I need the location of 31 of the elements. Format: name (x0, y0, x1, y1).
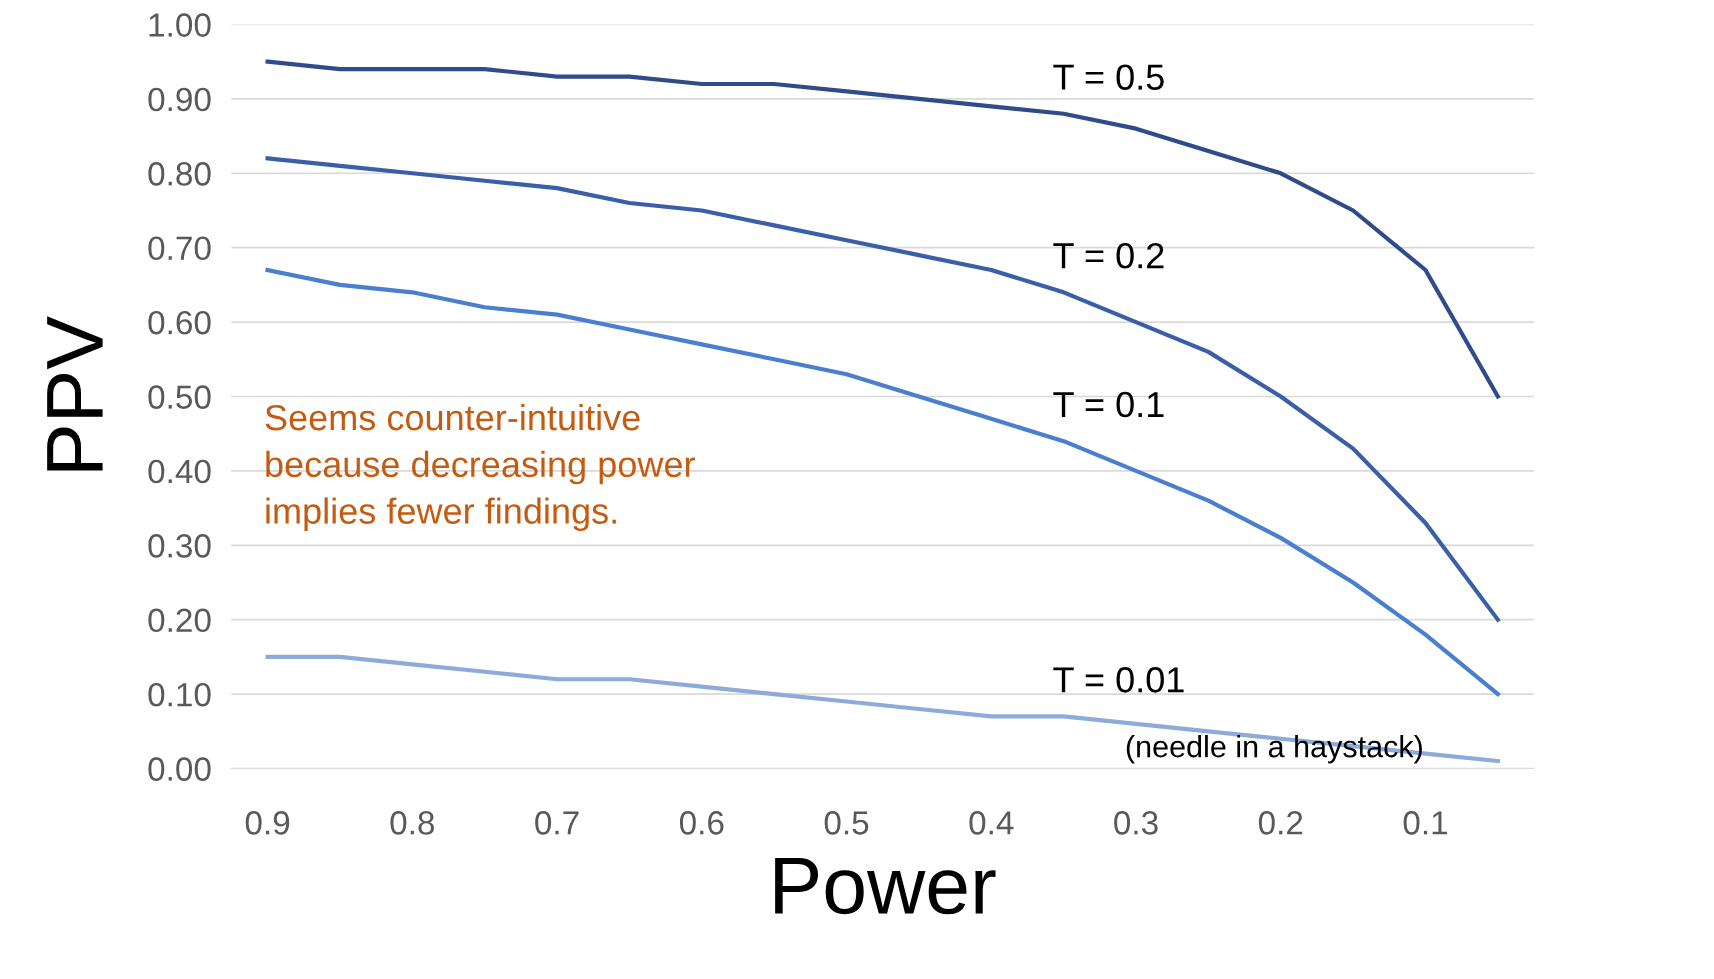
y-tick-label: 0.30 (148, 534, 211, 558)
annotation: Seems counter-intuitive because decreasing power implies fewer findings. (265, 403, 695, 532)
series-label: T = 0.2 (1053, 242, 1164, 269)
line-series (265, 267, 1500, 697)
y-tick-label: 0.20 (148, 608, 211, 633)
y-tick-label: 0.80 (148, 162, 211, 186)
y-tick-label: 0.90 (148, 87, 211, 112)
y-tick-label: 0.70 (148, 236, 211, 261)
y-tick-label: 0.60 (148, 310, 211, 335)
x-tick-label: 0.8 (390, 811, 435, 835)
y-tick-label: 1.00 (149, 13, 211, 37)
x-tick-label: 0.2 (1258, 811, 1303, 835)
x-tick-label: 0.7 (535, 811, 579, 835)
y-tick-label: 0.00 (148, 757, 211, 781)
line-series (265, 654, 1500, 764)
y-axis-title: PPV (47, 316, 103, 471)
line-series (265, 156, 1500, 622)
series-label: T = 0.01 (1053, 667, 1184, 693)
y-tick-label: 0.50 (148, 385, 211, 409)
y-tick-label: 0.40 (148, 459, 211, 484)
x-tick-label: 0.1 (1403, 811, 1448, 835)
x-tick-label: 0.3 (1114, 811, 1158, 835)
series-label: T = 0.5 (1053, 64, 1164, 90)
x-tick-label: 0.6 (679, 811, 724, 835)
x-tick-label: 0.4 (969, 811, 1014, 835)
y-tick-label: 0.10 (148, 682, 211, 707)
annotation: (needle in a haystack) (1126, 734, 1422, 764)
x-axis-title: Power (775, 858, 996, 915)
series-label: T = 0.1 (1053, 391, 1164, 418)
x-tick-label: 0.5 (824, 811, 869, 835)
x-tick-label: 0.9 (245, 811, 290, 835)
